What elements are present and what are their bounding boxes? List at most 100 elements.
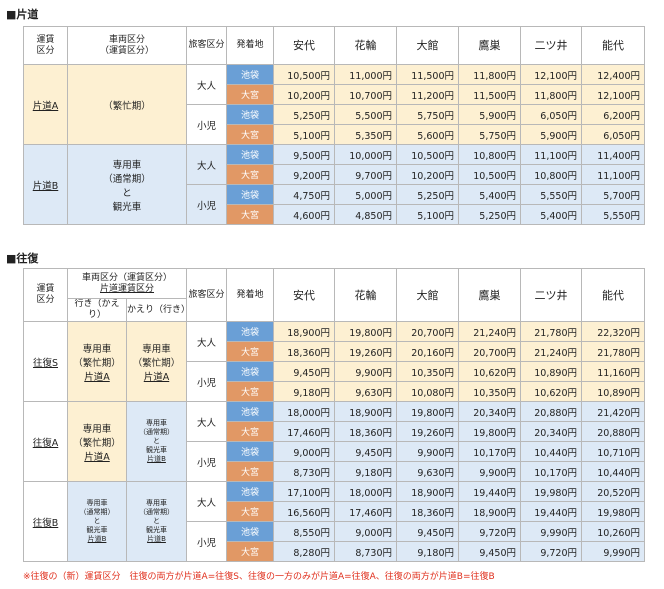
passenger-child: 小児	[186, 521, 228, 562]
fare-cell: 17,460円	[273, 421, 336, 442]
fare-class-label[interactable]: 往復S	[32, 357, 59, 369]
fare-cell: 5,400円	[520, 204, 582, 225]
fare-class-label[interactable]: 往復B	[32, 517, 59, 529]
vehicle-line: （繁忙期）	[73, 437, 121, 449]
fare-cell: 10,170円	[458, 441, 522, 462]
fare-cell: 9,720円	[458, 521, 522, 542]
header-line: 片道運賃区分	[100, 283, 155, 294]
table-row: 小児 池袋 9,000円 9,450円 9,900円 10,170円 10,44…	[24, 441, 646, 482]
dest-header-takanosu: 鷹巣	[458, 268, 522, 322]
passenger-child: 小児	[186, 441, 228, 482]
fare-cell: 21,780円	[520, 321, 583, 342]
roundtrip-title: ■往復	[6, 252, 39, 265]
passenger-child: 小児	[186, 184, 227, 225]
dest-header-hanawa: 花輪	[334, 26, 397, 65]
fare-class-note: ※往復の（新）運賃区分 往復の両方が片道A=往復S、往復の一方のみが片道A=往復…	[23, 572, 495, 582]
fare-cell: 20,700円	[396, 321, 460, 342]
fare-cell: 11,400円	[581, 144, 645, 165]
fare-cell: 10,350円	[396, 361, 460, 382]
roundtrip-vehicle-header: 車両区分（運賃区分） 片道運賃区分	[66, 268, 188, 299]
origin-omiya: 大宮	[226, 501, 275, 522]
roundtrip-subheader-row: 行き（かえり） かえり（行き）	[24, 298, 645, 322]
fare-class-link-roundtrip-a[interactable]: 往復A	[23, 401, 68, 482]
back-vehicle-cell: 専用車 （繁忙期） 片道A	[125, 321, 188, 402]
origin-omiya: 大宮	[226, 341, 275, 362]
fare-class-label[interactable]: 往復A	[32, 437, 59, 449]
fare-cell: 11,800円	[520, 84, 582, 105]
vehicle-line: （通常期）	[139, 508, 174, 516]
vehicle-line: 片道A	[143, 371, 170, 383]
fare-cell: 21,420円	[581, 401, 646, 422]
fare-cell: 19,440円	[520, 501, 583, 522]
roundtrip-header-row: 運賃 区分 車両区分（運賃区分） 片道運賃区分 旅客区分 発着地 安代 花輪 大…	[23, 268, 646, 322]
fare-cell: 11,100円	[581, 164, 645, 185]
fare-cell: 9,500円	[273, 144, 335, 165]
fare-cell: 21,240円	[458, 321, 522, 342]
vehicle-line: と	[153, 437, 160, 445]
fare-cell: 9,900円	[458, 461, 522, 482]
go-direction-header: 行き（かえり）	[67, 298, 127, 322]
fare-cell: 20,340円	[520, 421, 583, 442]
fare-cell: 9,630円	[396, 461, 460, 482]
table-row: 小児 池袋 9,450円 9,900円 10,350円 10,620円 10,8…	[24, 361, 646, 402]
vehicle-line: （繁忙期）	[103, 100, 151, 112]
fare-class-link-roundtrip-b[interactable]: 往復B	[23, 481, 68, 562]
origin-omiya: 大宮	[226, 124, 274, 145]
fare-cell: 10,700円	[334, 84, 397, 105]
vehicle-line: 専用車	[142, 343, 171, 355]
fare-cell: 5,750円	[396, 104, 459, 125]
fare-class-link-roundtrip-s[interactable]: 往復S	[23, 321, 68, 402]
oneway-passenger-header: 旅客区分	[186, 26, 227, 65]
fare-cell: 6,050円	[520, 104, 582, 125]
fare-cell: 9,450円	[396, 521, 460, 542]
roundtrip-fare-class-header: 運賃 区分	[23, 268, 68, 322]
fare-class-label[interactable]: 片道A	[32, 100, 59, 112]
dest-header-noshiro: 能代	[581, 268, 646, 322]
fare-cell: 9,900円	[334, 361, 398, 382]
fare-cell: 18,000円	[273, 401, 336, 422]
fare-cell: 9,720円	[520, 541, 583, 562]
fare-cell: 9,990円	[520, 521, 583, 542]
fare-cell: 9,180円	[396, 541, 460, 562]
oneway-fare-table: 運賃 区分 車両区分 （運賃区分） 旅客区分 発着地 安代 花輪 大館 鷹巣 二…	[23, 26, 645, 225]
table-row: 大宮 5,100円 5,350円 5,600円 5,750円 5,900円 6,…	[24, 124, 645, 145]
fare-class-link-oneway-b[interactable]: 片道B	[23, 144, 68, 225]
fare-cell: 10,500円	[458, 164, 521, 185]
fare-cell: 12,100円	[581, 84, 645, 105]
origin-ikebukuro: 池袋	[226, 361, 275, 382]
fare-cell: 21,240円	[520, 341, 583, 362]
vehicle-line: （通常期）	[139, 428, 174, 436]
vehicle-line: 専用車	[112, 159, 142, 171]
fare-cell: 12,100円	[520, 64, 582, 85]
fare-cell: 19,440円	[458, 481, 522, 502]
fare-cell: 5,600円	[396, 124, 459, 145]
vehicle-line: 専用車	[146, 419, 167, 427]
origin-ikebukuro: 池袋	[226, 521, 275, 542]
fare-cell: 20,700円	[458, 341, 522, 362]
fare-cell: 20,340円	[458, 401, 522, 422]
fare-cell: 4,600円	[273, 204, 335, 225]
fare-class-link-oneway-a[interactable]: 片道A	[23, 64, 68, 145]
vehicle-line: （通常期）	[79, 508, 115, 516]
origin-ikebukuro: 池袋	[226, 481, 275, 502]
roundtrip-fare-table: 運賃 区分 車両区分（運賃区分） 片道運賃区分 旅客区分 発着地 安代 花輪 大…	[23, 268, 646, 562]
fare-cell: 5,750円	[458, 124, 521, 145]
passenger-adult: 大人	[186, 144, 227, 185]
fare-cell: 9,000円	[334, 521, 398, 542]
fare-cell: 20,880円	[581, 421, 646, 442]
passenger-adult: 大人	[186, 64, 227, 105]
fare-cell: 10,620円	[520, 381, 583, 402]
fare-cell: 18,360円	[273, 341, 336, 362]
fare-cell: 10,260円	[581, 521, 646, 542]
table-row: 大宮 17,460円 18,360円 19,260円 19,800円 20,34…	[24, 421, 646, 442]
fare-cell: 19,800円	[334, 321, 398, 342]
table-row: 大宮 9,180円 9,630円 10,080円 10,350円 10,620円…	[24, 381, 646, 402]
origin-ikebukuro: 池袋	[226, 64, 274, 85]
fare-cell: 19,260円	[396, 421, 460, 442]
table-row: 大宮 8,730円 9,180円 9,630円 9,900円 10,170円 1…	[24, 461, 646, 482]
vehicle-line: 観光車	[86, 526, 108, 534]
fare-class-label[interactable]: 片道B	[32, 180, 59, 192]
back-vehicle-cell: 専用車 （通常期） と 観光車 片道B	[125, 401, 188, 482]
fare-cell: 17,460円	[334, 501, 398, 522]
fare-cell: 8,730円	[334, 541, 398, 562]
